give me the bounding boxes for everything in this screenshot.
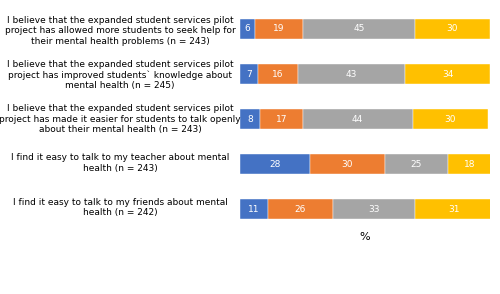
Text: 28: 28 — [270, 160, 280, 169]
Bar — [268, 199, 332, 219]
Bar — [415, 199, 492, 219]
Bar — [332, 199, 415, 219]
Bar — [260, 109, 302, 129]
Text: 30: 30 — [447, 24, 458, 34]
Text: 43: 43 — [346, 69, 357, 78]
Bar — [240, 199, 268, 219]
Text: 11: 11 — [248, 205, 260, 214]
Bar — [298, 64, 405, 84]
Bar — [448, 154, 492, 174]
Text: I believe that the expanded student services pilot
project has improved students: I believe that the expanded student serv… — [6, 60, 234, 90]
Text: 30: 30 — [342, 160, 353, 169]
Bar — [240, 19, 255, 39]
Text: 25: 25 — [410, 160, 422, 169]
Text: 8: 8 — [247, 115, 253, 123]
Bar — [302, 109, 412, 129]
Text: 34: 34 — [442, 69, 453, 78]
Text: 6: 6 — [244, 24, 250, 34]
Bar — [310, 154, 385, 174]
Text: 44: 44 — [352, 115, 363, 123]
Text: 7: 7 — [246, 69, 252, 78]
Text: 18: 18 — [464, 160, 476, 169]
X-axis label: %: % — [360, 232, 370, 242]
Bar — [240, 64, 258, 84]
Bar — [258, 64, 298, 84]
Bar — [255, 19, 302, 39]
Text: 31: 31 — [448, 205, 460, 214]
Text: 17: 17 — [276, 115, 287, 123]
Bar — [412, 109, 488, 129]
Text: 30: 30 — [444, 115, 456, 123]
Bar — [405, 64, 490, 84]
Text: 45: 45 — [353, 24, 364, 34]
Bar — [415, 19, 490, 39]
Text: I believe that the expanded student services pilot
project has allowed more stud: I believe that the expanded student serv… — [4, 16, 235, 46]
Text: I believe that the expanded student services pilot
project has made it easier fo: I believe that the expanded student serv… — [0, 104, 241, 134]
Text: 26: 26 — [294, 205, 306, 214]
Text: 16: 16 — [272, 69, 283, 78]
Text: 33: 33 — [368, 205, 380, 214]
Text: I find it easy to talk to my friends about mental
health (n = 242): I find it easy to talk to my friends abo… — [12, 198, 228, 217]
Text: I find it easy to talk to my teacher about mental
health (n = 243): I find it easy to talk to my teacher abo… — [11, 153, 229, 173]
Bar — [385, 154, 448, 174]
Bar — [240, 109, 260, 129]
Text: 19: 19 — [273, 24, 284, 34]
Bar — [240, 154, 310, 174]
Bar — [302, 19, 415, 39]
